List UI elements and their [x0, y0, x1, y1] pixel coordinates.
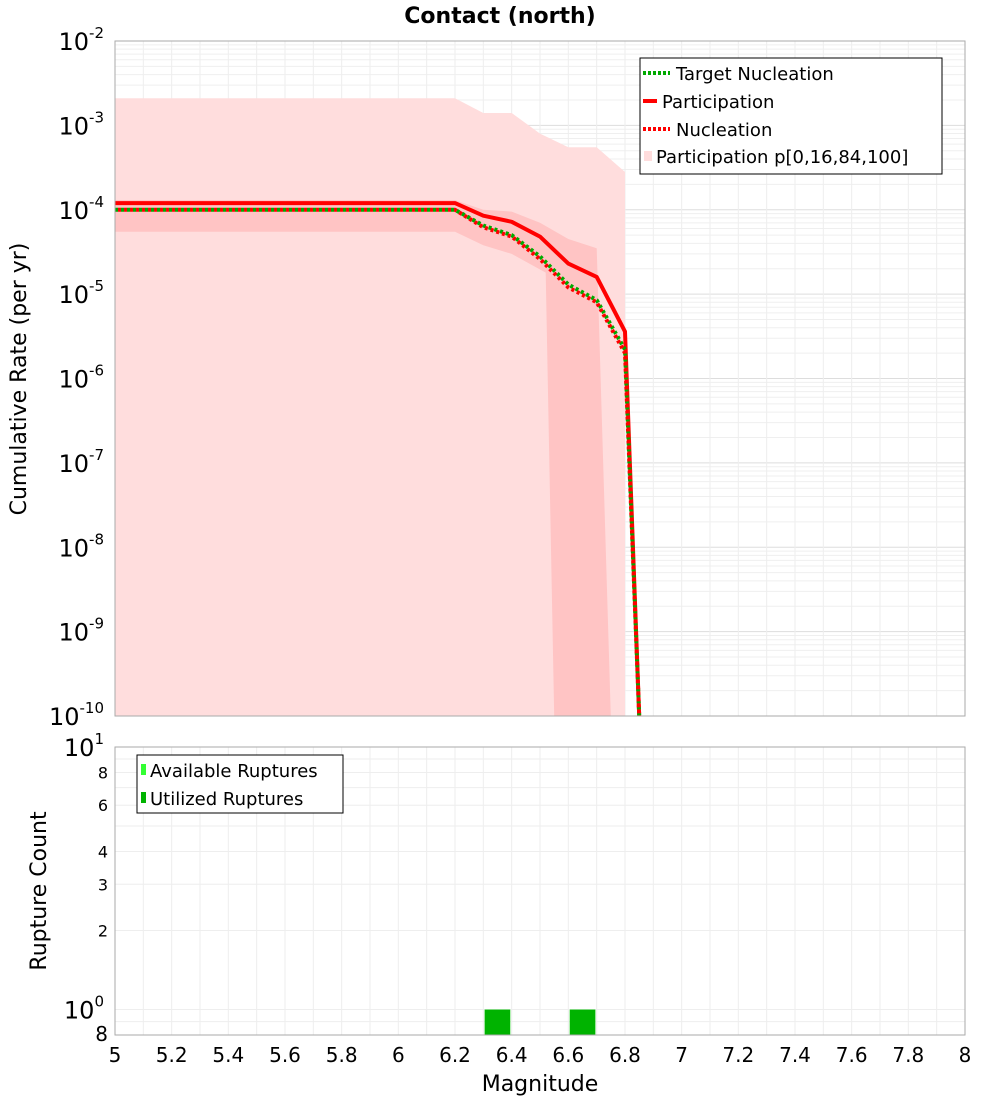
- legend-swatch-available-ruptures: [141, 764, 146, 775]
- top-bands: [115, 98, 625, 717]
- bottom-legend: Available Ruptures Utilized Ruptures: [136, 754, 344, 814]
- x-tick-label: 7.6: [836, 1043, 868, 1067]
- x-tick-label: 5: [109, 1043, 122, 1067]
- x-axis-label: Magnitude: [482, 1072, 599, 1097]
- y-tick-label: 10-7: [58, 446, 104, 478]
- x-tick-label: 7.8: [892, 1043, 924, 1067]
- x-tick-label: 6.8: [609, 1043, 641, 1067]
- legend-swatch-participation-band: [644, 151, 652, 161]
- bottom-legend-box: [136, 754, 344, 814]
- chart-title: Contact (north): [404, 4, 595, 29]
- y-tick-label: 10-8: [58, 530, 104, 562]
- x-tick-label: 6.4: [496, 1043, 528, 1067]
- band-p16-p84: [115, 200, 611, 717]
- y-tick-label-minor: 3: [98, 875, 108, 894]
- x-tick-label: 6.2: [439, 1043, 471, 1067]
- bottom-y-axis-label: Rupture Count: [27, 811, 52, 971]
- y-tick-label: 10-2: [58, 24, 104, 56]
- y-tick-label: 10-9: [58, 615, 104, 647]
- legend-label-available-ruptures: Available Ruptures: [150, 761, 318, 782]
- y-tick-label: 10-4: [58, 193, 104, 225]
- top-plot-border: [114, 40, 966, 717]
- series-line-participation: [115, 201, 642, 717]
- bottom-plot-border: [114, 746, 966, 1036]
- y-tick-label: 10-6: [58, 362, 104, 394]
- y-tick-label-minor: 6: [98, 796, 108, 815]
- legend-swatch-utilized-ruptures: [141, 792, 146, 803]
- series-line-target-nucleation: [115, 207, 642, 717]
- x-tick-label: 5.2: [156, 1043, 188, 1067]
- x-tick-label: 5.6: [269, 1043, 301, 1067]
- y-tick-label: 10-10: [49, 699, 104, 731]
- bar-utilized-ruptures: [484, 1009, 511, 1035]
- y-tick-label-minor: 2: [98, 922, 108, 941]
- y-tick-label: 10-5: [58, 277, 104, 309]
- bottom-bars: [484, 1009, 596, 1035]
- y-tick-label-minor: 8: [98, 763, 108, 782]
- x-tick-label: 8: [959, 1043, 972, 1067]
- y-tick-label: 10-3: [58, 108, 104, 140]
- top-y-axis-label: Cumulative Rate (per yr): [7, 243, 32, 516]
- top-plot: 10-2 10-3 10-4 10-5 10-6 10-7 10-8 10-9 10-10 Cu…: [7, 24, 966, 731]
- x-tick-label: 7: [675, 1043, 688, 1067]
- x-tick-label: 7.4: [779, 1043, 811, 1067]
- y-tick-label-minor: 8: [95, 1022, 108, 1046]
- x-tick-label: 5.4: [212, 1043, 244, 1067]
- top-legend: Target Nucleation Participation Nucleati…: [639, 57, 943, 175]
- band-p0-p100: [115, 98, 625, 716]
- top-lines: [115, 201, 642, 717]
- legend-label-utilized-ruptures: Utilized Ruptures: [150, 789, 303, 810]
- y-tick-label-minor: 4: [98, 842, 108, 861]
- top-legend-box: [639, 57, 943, 175]
- x-tick-label: 7.2: [722, 1043, 754, 1067]
- bottom-x-ticks: 5 5.2 5.4 5.6 5.8 6 6.2 6.4 6.6 6.8 7 7.2 7.4 7.6 7.8 8: [109, 1043, 972, 1067]
- legend-label-target-nucleation: Target Nucleation: [675, 64, 834, 85]
- x-tick-label: 6.6: [552, 1043, 584, 1067]
- y-tick-label-major: 101: [64, 730, 104, 762]
- x-tick-label: 6: [392, 1043, 405, 1067]
- bar-utilized-ruptures: [569, 1009, 596, 1035]
- x-tick-label: 5.8: [326, 1043, 358, 1067]
- y-tick-label-major: 100: [64, 993, 104, 1025]
- legend-label-participation: Participation: [662, 92, 774, 113]
- legend-label-nucleation: Nucleation: [676, 120, 772, 141]
- top-y-ticks: 10-2 10-3 10-4 10-5 10-6 10-7 10-8 10-9 10-10: [49, 24, 104, 731]
- legend-label-participation-band: Participation p[0,16,84,100]: [656, 147, 908, 168]
